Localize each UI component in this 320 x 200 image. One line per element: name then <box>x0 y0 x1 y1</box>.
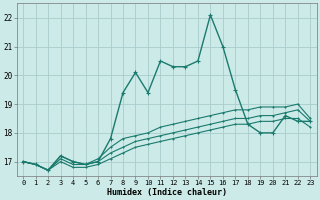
X-axis label: Humidex (Indice chaleur): Humidex (Indice chaleur) <box>107 188 227 197</box>
